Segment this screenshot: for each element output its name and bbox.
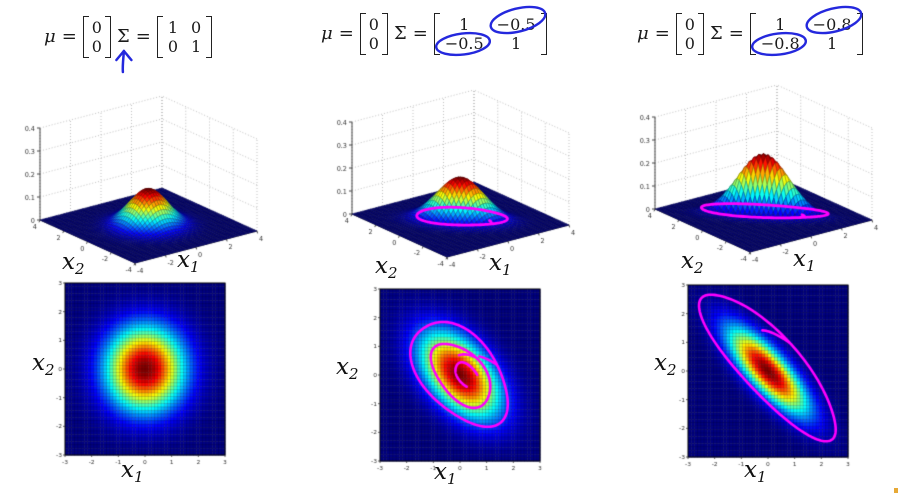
right-bracket	[381, 13, 388, 56]
sigma-cell-12-circled: −0.5	[489, 5, 547, 35]
sigma-cell-21: 0	[167, 37, 178, 57]
surface1-x2-axis-label: x2	[62, 249, 85, 278]
surface1-x1-axis-label: x1	[177, 247, 200, 276]
left-bracket	[82, 16, 89, 59]
sigma-cell-12: 0	[191, 18, 202, 37]
mu-symbol: μ	[321, 23, 333, 45]
blue-up-arrow-annotation	[115, 49, 133, 74]
sigma-matrix: 1 −0.8 −0.8 1	[749, 5, 863, 57]
mu-entry: 0	[368, 15, 379, 34]
surface3-x2-axis-label: x2	[681, 248, 704, 277]
covariance-formula-1: μ = 0 0 Σ = 1 0	[44, 16, 213, 74]
sigma-cell-22: 1	[191, 37, 202, 57]
equals-sign: =	[135, 26, 151, 48]
mu-vector: 0 0	[82, 16, 111, 59]
left-bracket	[359, 13, 366, 56]
sigma-matrix: 1 0 0 1	[156, 16, 213, 59]
sigma-cell-11: 1	[775, 15, 786, 34]
surface2-x1-axis-label: x1	[489, 250, 512, 279]
left-bracket	[675, 13, 682, 56]
right-bracket	[206, 16, 213, 59]
surface-plot-3	[630, 77, 901, 272]
right-bracket	[104, 16, 111, 59]
surface-plot-2	[327, 82, 617, 277]
surface2-x2-axis-label: x2	[375, 253, 398, 282]
heatmap-plot-3	[672, 282, 854, 474]
sigma-cell-12-circled: −0.8	[805, 5, 863, 35]
mu-symbol: μ	[44, 26, 56, 48]
heatmap2-x1-axis-label: x1	[434, 459, 457, 488]
mu-vector: 0 0	[675, 13, 704, 56]
right-bracket	[856, 13, 863, 56]
heatmap-plot-1	[49, 280, 231, 472]
mu-entry: 0	[91, 37, 102, 57]
sigma-cell-11: 1	[167, 18, 178, 37]
sigma-symbol: Σ	[393, 23, 407, 45]
equals-sign: =	[654, 23, 670, 45]
covariance-formula-3: μ = 0 0 Σ = 1 −0.8 −0.8	[637, 5, 863, 57]
covariance-formula-2: μ = 0 0 Σ = 1 −0.5 −0.5	[321, 5, 547, 57]
sigma-cell-22: 1	[511, 34, 522, 54]
left-bracket	[156, 16, 163, 59]
heatmap3-x2-axis-label: x2	[654, 350, 677, 379]
mu-entry: 0	[91, 18, 102, 37]
mu-symbol: μ	[637, 23, 649, 45]
equals-sign: =	[728, 23, 744, 45]
right-bracket	[540, 13, 547, 56]
heatmap1-x2-axis-label: x2	[32, 350, 55, 379]
heatmap1-x1-axis-label: x1	[121, 457, 144, 486]
mu-vector: 0 0	[359, 13, 388, 56]
sigma-cell-21-circled: −0.5	[434, 32, 491, 57]
heatmap3-x1-axis-label: x1	[744, 457, 767, 486]
heatmap2-x2-axis-label: x2	[336, 354, 359, 383]
equals-sign: =	[338, 23, 354, 45]
sigma-cell-21-circled: −0.8	[750, 32, 807, 57]
heatmap-plot-2	[364, 286, 546, 478]
stray-mark	[894, 488, 898, 493]
mu-entry: 0	[684, 15, 695, 34]
mu-entry: 0	[684, 34, 695, 54]
surface-plot-1	[15, 88, 305, 283]
sigma-cell-22: 1	[827, 34, 838, 54]
surface3-x1-axis-label: x1	[793, 246, 816, 275]
sigma-matrix: 1 −0.5 −0.5 1	[433, 5, 547, 57]
sigma-symbol: Σ	[115, 28, 133, 74]
sigma-cell-11: 1	[459, 15, 470, 34]
equals-sign: =	[412, 23, 428, 45]
mu-entry: 0	[368, 34, 379, 54]
sigma-symbol: Σ	[709, 23, 723, 45]
equals-sign: =	[61, 26, 77, 48]
right-bracket	[697, 13, 704, 56]
